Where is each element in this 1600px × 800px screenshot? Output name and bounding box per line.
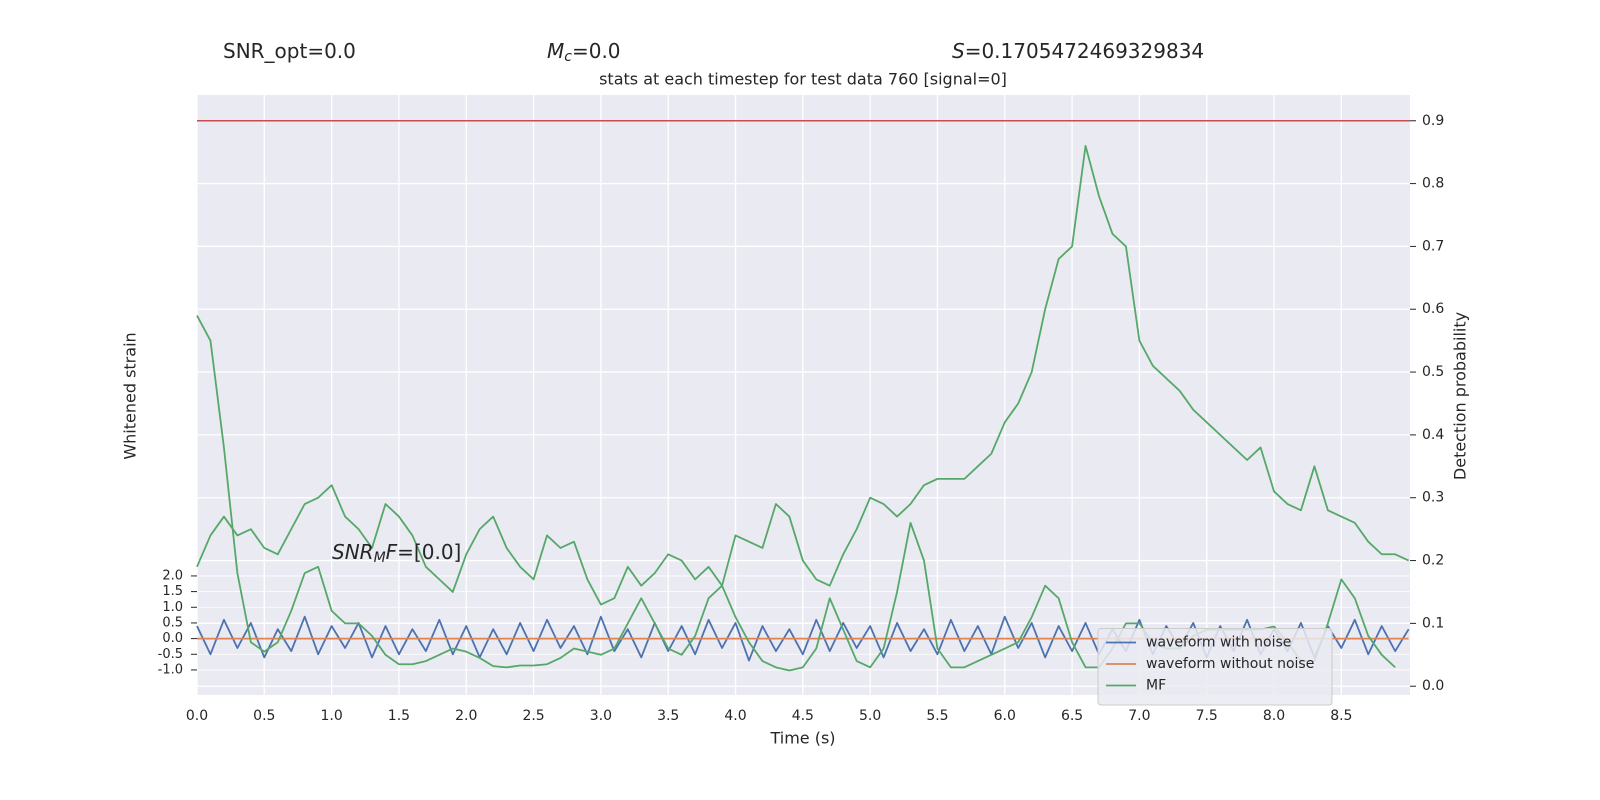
x-tick-label: 1.0 <box>320 708 342 724</box>
x-tick-label: 8.0 <box>1263 708 1285 724</box>
annotation-value: =[0.0] <box>397 540 461 564</box>
y2-tick-label: 0.5 <box>1422 364 1444 380</box>
y-tick-label: -1.0 <box>158 662 183 677</box>
x-tick-label: 7.5 <box>1196 708 1218 724</box>
x-tick-label: 8.5 <box>1330 708 1352 724</box>
y-tick-label: 1.0 <box>162 600 183 615</box>
y2-tick-label: 0.4 <box>1422 427 1444 443</box>
header-symbol: S <box>952 39 965 63</box>
x-tick-label: 4.5 <box>792 708 814 724</box>
y-tick-label: 0.0 <box>162 631 183 646</box>
x-tick-label: 5.5 <box>926 708 948 724</box>
y2-tick-label: 0.9 <box>1422 113 1444 129</box>
y2-axis-label: Detection probability <box>1451 312 1470 480</box>
x-tick-label: 0.5 <box>253 708 275 724</box>
y2-tick-label: 0.7 <box>1422 238 1444 254</box>
y2-tick-label: 0.2 <box>1422 553 1444 569</box>
y2-tick-label: 0.8 <box>1422 176 1444 192</box>
y2-tick-label: 0.3 <box>1422 490 1444 506</box>
chart-title: stats at each timestep for test data 760… <box>599 70 1007 89</box>
x-tick-label: 5.0 <box>859 708 881 724</box>
y-tick-label: 2.0 <box>162 568 183 583</box>
y-tick-label: 0.5 <box>162 615 183 630</box>
header-s: S=0.1705472469329834 <box>952 39 1204 63</box>
y-tick-label: -0.5 <box>158 647 183 662</box>
header-text: SNR_opt=0.0 <box>223 39 356 63</box>
x-axis-label: Time (s) <box>769 729 835 748</box>
grid: 0.0 0.5 1.0 1.5 2.0 2.5 3.0 3.5 4.0 4.5 5.0 5.5 6.0 6… <box>158 95 1444 724</box>
legend-label: waveform with noise <box>1146 635 1291 651</box>
header-symbol: M <box>547 39 564 63</box>
y2-tick-label: 0.6 <box>1422 301 1444 317</box>
annotation-subscript: M <box>374 550 386 566</box>
header-value: =0.1705472469329834 <box>965 39 1204 63</box>
x-tick-label: 6.0 <box>994 708 1016 724</box>
header-snr: SNR_opt=0.0 <box>223 39 356 63</box>
y2-tick-label: 0.1 <box>1422 615 1444 631</box>
header-subscript: c <box>564 49 572 65</box>
x-tick-label: 3.5 <box>657 708 679 724</box>
y2-tick-label: 0.0 <box>1422 678 1444 694</box>
plot-area <box>197 95 1410 695</box>
legend: waveform with noise waveform without nois… <box>1097 628 1333 706</box>
annotation-snr-mf: SNRMF=[0.0] <box>332 540 461 567</box>
header-value: =0.0 <box>572 39 621 63</box>
header-mc: Mc=0.0 <box>547 39 621 66</box>
series-line <box>196 144 1410 606</box>
x-tick-label: 6.5 <box>1061 708 1083 724</box>
y-tick-label: 1.5 <box>162 584 183 599</box>
y-axis-label: Whitened strain <box>121 332 140 459</box>
x-tick-label: 7.0 <box>1128 708 1150 724</box>
legend-box <box>1097 628 1333 706</box>
x-tick-label: 2.0 <box>455 708 477 724</box>
x-tick-label: 0.0 <box>186 708 208 724</box>
legend-label: MF <box>1146 678 1166 694</box>
legend-label: waveform without noise <box>1146 656 1314 672</box>
x-tick-label: 3.0 <box>590 708 612 724</box>
annotation-part: F <box>386 540 398 564</box>
x-tick-label: 1.5 <box>388 708 410 724</box>
annotation-part: SNR <box>332 540 374 564</box>
x-tick-label: 4.0 <box>724 708 746 724</box>
x-tick-label: 2.5 <box>522 708 544 724</box>
